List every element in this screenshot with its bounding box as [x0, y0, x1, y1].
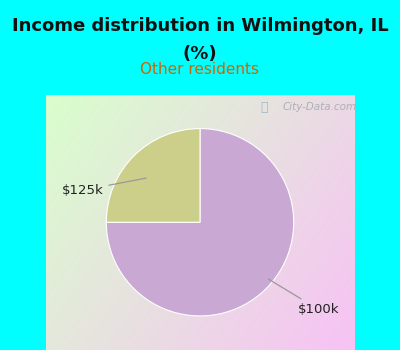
Text: $100k: $100k	[268, 279, 340, 316]
Text: City-Data.com: City-Data.com	[283, 102, 357, 112]
Text: Other residents: Other residents	[140, 63, 260, 77]
Text: $125k: $125k	[62, 178, 146, 197]
Wedge shape	[106, 128, 294, 316]
Text: (%): (%)	[183, 46, 217, 63]
Text: Income distribution in Wilmington, IL: Income distribution in Wilmington, IL	[12, 17, 388, 35]
Text: ⓘ: ⓘ	[260, 101, 268, 114]
Wedge shape	[106, 128, 200, 222]
